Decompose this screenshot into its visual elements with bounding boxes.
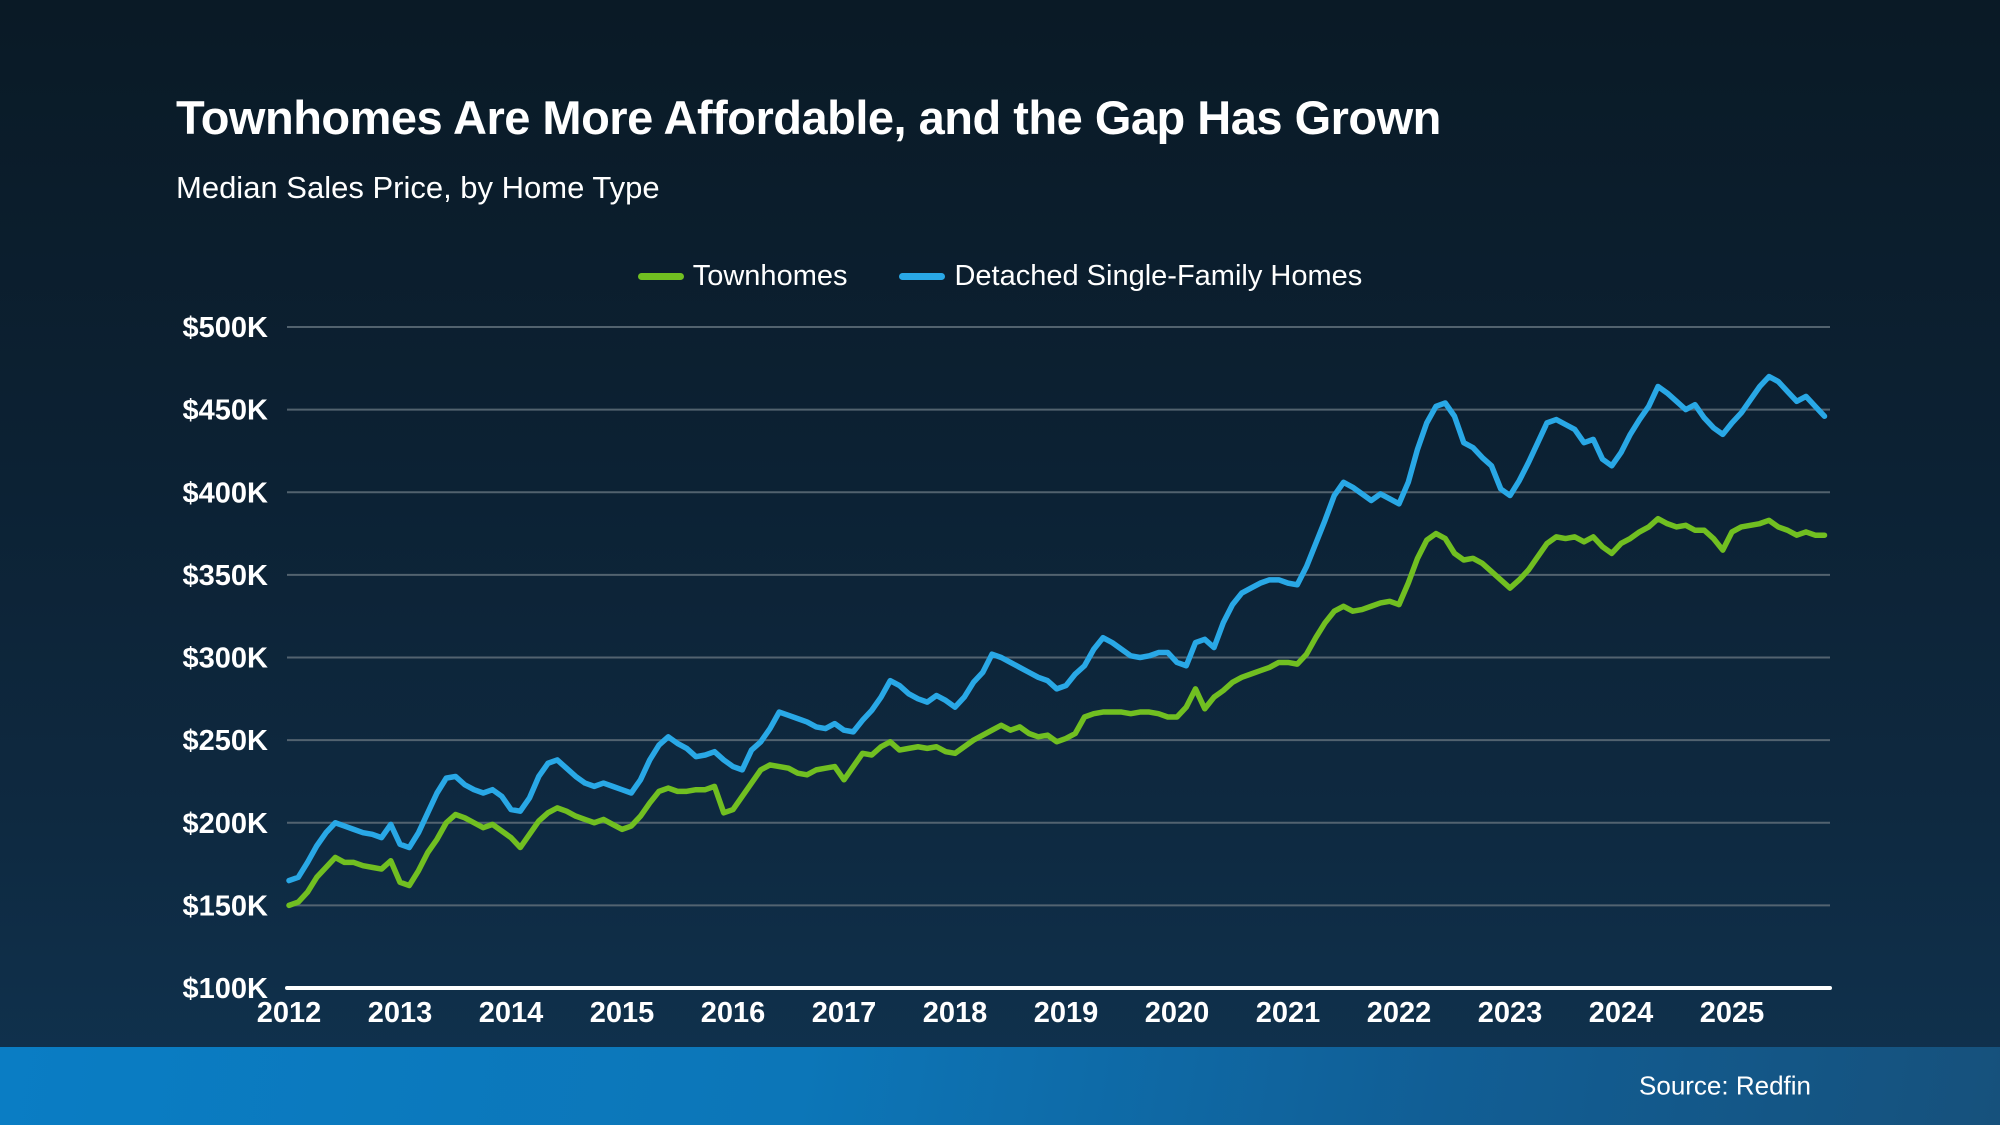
townhomes-line-swatch-icon: [637, 273, 684, 280]
legend-item-detached: Detached Single-Family Homes: [899, 260, 1362, 293]
x-axis-label: 2015: [590, 997, 655, 1029]
x-axis-label: 2021: [1256, 997, 1321, 1029]
x-axis-label: 2024: [1589, 997, 1654, 1029]
townhomes-line: [286, 515, 1828, 909]
x-axis-label: 2012: [257, 997, 322, 1029]
y-axis-label: $450K: [183, 395, 269, 427]
page-subtitle: Median Sales Price, by Home Type: [176, 170, 660, 205]
legend-label-townhomes: Townhomes: [692, 260, 848, 292]
y-axis-label: $150K: [183, 890, 269, 922]
page-title: Townhomes Are More Affordable, and the G…: [176, 91, 1441, 144]
y-axis-label: $250K: [183, 725, 269, 757]
x-axis-label: 2017: [812, 997, 877, 1029]
x-axis-label: 2019: [1034, 997, 1099, 1029]
legend-item-townhomes: Townhomes: [637, 260, 848, 293]
y-axis-label: $100K: [183, 973, 269, 1005]
x-axis-label: 2014: [479, 997, 544, 1029]
y-axis-label: $500K: [183, 312, 269, 344]
x-axis-label: 2013: [368, 997, 433, 1029]
chart-legend: Townhomes Detached Single-Family Homes: [0, 260, 2000, 293]
x-axis-label: 2020: [1145, 997, 1210, 1029]
legend-label-detached: Detached Single-Family Homes: [954, 260, 1363, 292]
x-axis-label: 2025: [1700, 997, 1765, 1029]
x-axis-label: 2018: [923, 997, 988, 1029]
y-axis-label: $350K: [183, 560, 269, 592]
y-axis-label: $300K: [183, 643, 269, 675]
x-axis-label: 2023: [1478, 997, 1543, 1029]
source-credit: Source: Redfin: [1639, 1070, 1811, 1101]
x-axis-label: 2022: [1367, 997, 1432, 1029]
detached-line-swatch-icon: [899, 273, 946, 280]
detached-single-family-line: [286, 373, 1828, 884]
footer-bar: Source: Redfin: [0, 1047, 2000, 1125]
y-axis-label: $400K: [183, 477, 269, 509]
y-axis-label: $200K: [183, 808, 269, 840]
x-axis-label: 2016: [701, 997, 766, 1029]
